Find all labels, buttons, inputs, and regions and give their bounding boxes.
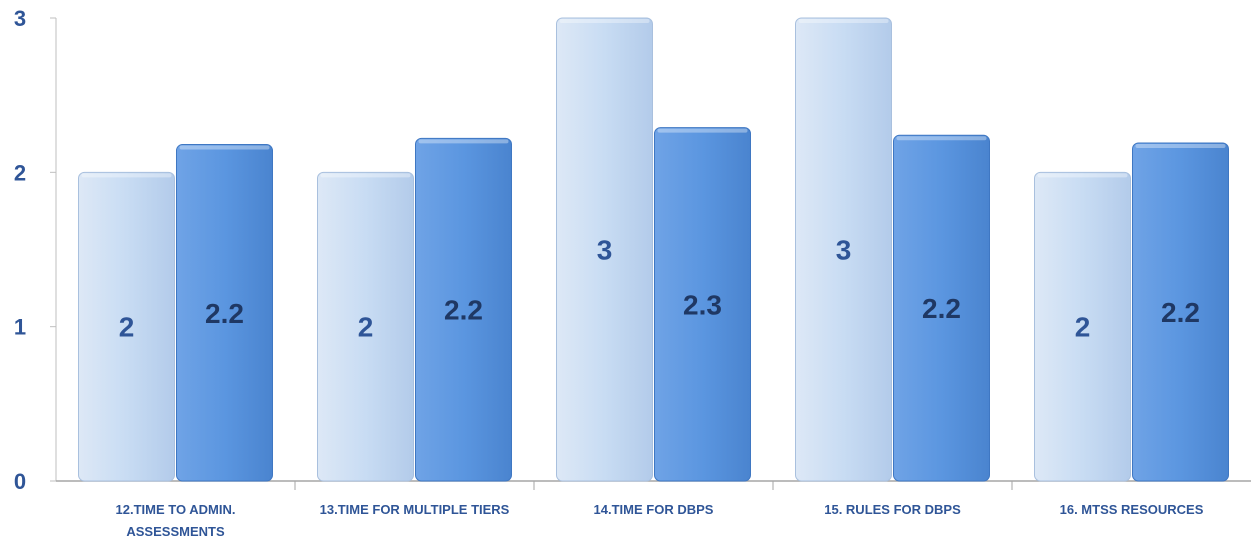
data-label: 3 [836, 235, 852, 266]
y-tick-label: 2 [14, 160, 26, 185]
x-axis [56, 480, 1251, 490]
bar-highlight [1135, 144, 1226, 149]
bar-highlight [1037, 173, 1128, 178]
x-tick-label: 15. RULES FOR DBPS [824, 502, 961, 517]
bar-highlight [179, 145, 270, 150]
bar-highlight [896, 136, 987, 141]
bar-series-2 [415, 137, 512, 482]
data-label: 2.3 [683, 289, 722, 320]
bar-highlight [320, 173, 411, 178]
bar-highlight [418, 139, 509, 144]
bar-highlight [798, 19, 889, 23]
y-tick-labels: 0 1 2 3 [14, 6, 26, 494]
bar-highlight [657, 128, 748, 133]
x-tick-label: 14.TIME FOR DBPS [594, 502, 714, 517]
data-label: 2.2 [922, 293, 961, 324]
y-tick-label: 0 [14, 469, 26, 494]
bar-series-1 [1034, 171, 1131, 482]
data-label: 2.2 [1161, 297, 1200, 328]
bar-series-2 [176, 144, 273, 482]
data-label: 2 [358, 312, 374, 343]
bar-series-2 [893, 134, 990, 482]
data-label: 2.2 [205, 298, 244, 329]
bar-highlight [81, 173, 172, 178]
y-tick-label: 1 [14, 315, 26, 340]
x-tick-labels: 12.TIME TO ADMIN. ASSESSMENTS 13.TIME FOR … [116, 502, 1204, 539]
y-tick-label: 3 [14, 6, 26, 31]
y-axis [50, 17, 57, 482]
x-tick-label: 13.TIME FOR MULTIPLE TIERS [320, 502, 510, 517]
bar-series-1 [317, 171, 414, 482]
data-label: 3 [597, 235, 613, 266]
data-label: 2 [119, 312, 135, 343]
bar-series-1 [78, 171, 175, 482]
data-label: 2 [1075, 312, 1091, 343]
data-labels: 2 2.2 2 2.2 3 2.3 3 2.2 2 2.2 [119, 235, 1200, 343]
x-tick-label: 16. MTSS RESOURCES [1060, 502, 1204, 517]
bar-series-1 [556, 17, 653, 482]
bar-highlight [559, 19, 650, 23]
data-label: 2.2 [444, 295, 483, 326]
bar-series-2 [1132, 142, 1229, 482]
bar-series-1 [795, 17, 892, 482]
x-tick-label: 12.TIME TO ADMIN. [116, 502, 236, 517]
bar-series-2 [654, 127, 751, 482]
x-tick-label: ASSESSMENTS [126, 524, 225, 539]
bars [78, 17, 1229, 482]
